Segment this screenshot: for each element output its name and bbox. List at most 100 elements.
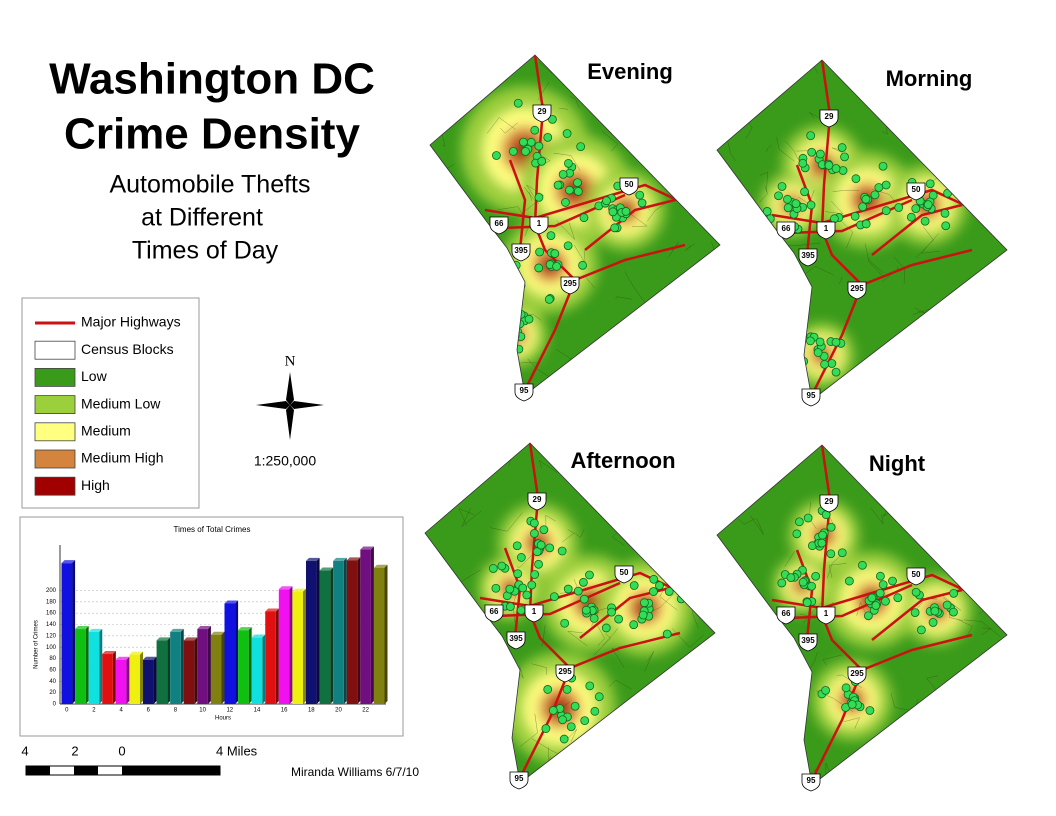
block-edge: [759, 185, 768, 203]
crime-point: [548, 706, 558, 715]
crime-point: [541, 724, 551, 733]
route-number: 95: [807, 776, 816, 785]
bar-top: [142, 656, 157, 660]
highway: [518, 667, 572, 779]
route-shield: [816, 221, 836, 240]
bar-side: [126, 656, 130, 704]
bar-side: [275, 608, 279, 704]
crime-point: [826, 549, 836, 559]
crime-point: [881, 596, 890, 606]
crime-point: [861, 219, 871, 229]
legend-label: Medium Low: [81, 395, 161, 411]
legend-swatch: [34, 449, 76, 469]
crime-point: [655, 581, 664, 590]
y-tick-label: 160: [46, 611, 57, 617]
bar-side: [72, 560, 76, 704]
bar-side: [303, 588, 307, 704]
title-line: Washington DC: [49, 55, 375, 104]
crime-point: [798, 158, 808, 168]
highway: [810, 284, 864, 396]
block-edge: [553, 153, 581, 171]
block-edge: [531, 663, 547, 675]
crime-point: [821, 685, 831, 695]
route-shield: [798, 248, 818, 267]
crime-point: [831, 164, 841, 173]
crime-point: [858, 202, 868, 212]
highway: [871, 588, 963, 641]
bar-top: [305, 557, 320, 561]
crime-point: [831, 337, 841, 347]
block-edge: [685, 243, 695, 251]
crime-point: [827, 359, 837, 368]
crime-point: [928, 618, 938, 627]
crime-point: [601, 623, 611, 633]
crime-point: [585, 681, 595, 691]
crime-point: [635, 190, 645, 200]
crime-point: [573, 187, 583, 196]
block-edge: [776, 137, 795, 162]
crime-point: [544, 294, 554, 304]
block-edge: [882, 266, 899, 282]
bar-side: [153, 656, 157, 704]
route-shield: [532, 104, 552, 123]
crime-point: [813, 348, 823, 357]
bar: [346, 560, 358, 704]
legend-swatch: [34, 340, 76, 360]
crime-point: [558, 169, 568, 179]
crime-point: [524, 314, 534, 324]
crime-point: [930, 606, 940, 616]
block-edge: [615, 296, 632, 300]
bar: [129, 654, 141, 704]
crime-point: [786, 573, 796, 583]
legend-label: Medium: [81, 423, 131, 439]
crime-point: [563, 241, 573, 251]
crime-point: [820, 359, 829, 369]
bar: [238, 630, 249, 704]
crime-point: [649, 587, 658, 596]
crime-point: [878, 161, 888, 171]
crime-point: [811, 571, 821, 581]
crime-point: [875, 588, 885, 598]
crime-point: [916, 625, 926, 635]
bar-top: [88, 628, 103, 632]
x-tick-label: 8: [174, 708, 178, 714]
crime-point: [870, 190, 880, 200]
crime-point: [579, 577, 588, 587]
block-edge: [829, 563, 847, 579]
bar-side: [248, 627, 252, 704]
crime-point: [521, 147, 530, 156]
route-shield: [776, 606, 796, 625]
block-edge: [915, 226, 934, 258]
block-edge: [738, 518, 756, 525]
highway: [820, 60, 832, 231]
block-edge: [545, 514, 556, 527]
crime-point: [911, 204, 921, 214]
crime-point: [638, 610, 648, 620]
y-tick-label: 20: [49, 690, 56, 696]
crime-point: [949, 607, 958, 617]
chart-title: Times of Total Crimes: [174, 525, 251, 534]
crime-point: [562, 684, 572, 694]
crime-point: [534, 141, 544, 151]
crime-point: [818, 530, 827, 540]
block-edge: [822, 654, 843, 666]
bar-side: [167, 637, 171, 704]
crime-point: [518, 583, 528, 593]
crime-point: [565, 185, 574, 195]
crime-point: [563, 584, 573, 594]
bar-top: [129, 651, 144, 655]
block-edge: [750, 515, 764, 535]
crime-point: [792, 529, 802, 539]
route-number: 395: [509, 634, 523, 643]
crime-point: [893, 593, 903, 603]
crime-point: [513, 98, 523, 108]
block-edge: [630, 213, 648, 227]
scale-bar: [25, 765, 221, 776]
route-number: 29: [533, 495, 542, 504]
crime-point: [530, 570, 540, 579]
bar-side: [207, 626, 211, 704]
route-shield: [619, 177, 639, 196]
crime-point: [837, 143, 847, 152]
route-number: 29: [538, 107, 547, 116]
crime-point: [578, 260, 587, 270]
